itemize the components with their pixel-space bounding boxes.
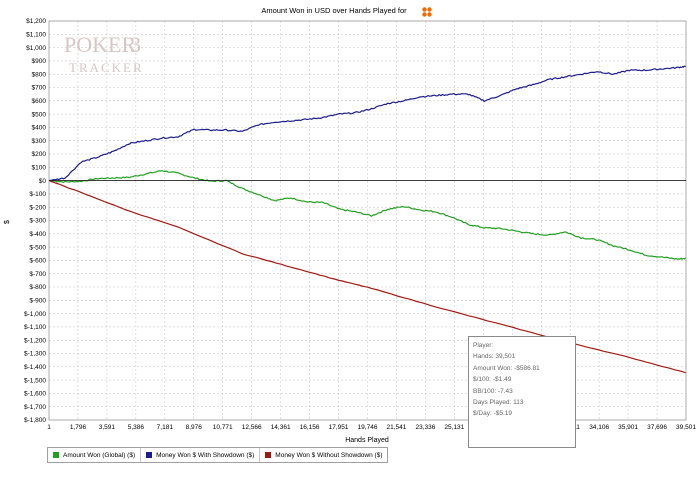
x-tick-label: 16,156 xyxy=(300,424,320,431)
y-tick-label: $700 xyxy=(32,85,47,92)
y-tick-label: $-1,700 xyxy=(24,404,46,411)
x-tick-label: 7,181 xyxy=(157,424,174,431)
x-tick-label: 21,541 xyxy=(387,424,407,431)
x-axis-title: Hands Played xyxy=(345,437,389,444)
tooltip-line: Hands: 39,501 xyxy=(473,353,516,361)
y-tick-label: $0 xyxy=(39,178,47,185)
plot-frame xyxy=(48,20,687,421)
y-tick-label: $-1,000 xyxy=(24,311,46,318)
y-tick-label: $-1,800 xyxy=(24,417,46,424)
y-tick-label: $-1,300 xyxy=(24,351,46,358)
axes: $1,200 $1,100 $1,000 $900 $800 $700 $600 $500 $4… xyxy=(24,18,696,431)
svg-text:3: 3 xyxy=(130,32,141,57)
x-tick-label: 17,951 xyxy=(329,424,349,431)
series-line-1 xyxy=(48,170,687,260)
x-tick-label: 35,901 xyxy=(618,424,638,431)
legend-item-1: Amount Won (Global) ($) xyxy=(48,448,142,462)
y-axis-title: $ xyxy=(4,220,11,224)
y-tick-label: $100 xyxy=(32,165,47,172)
svg-text:TRACKER: TRACKER xyxy=(69,60,144,75)
y-tick-label: $600 xyxy=(32,98,47,105)
legend-swatch xyxy=(53,452,59,458)
tooltip-line: BB/100: -7.43 xyxy=(473,387,513,395)
y-tick-label: $1,100 xyxy=(26,32,46,39)
y-tick-label: $1,200 xyxy=(26,18,46,25)
tooltip-line: Player: xyxy=(473,342,494,349)
tooltip-line: $/Day: -$5.19 xyxy=(473,410,513,418)
x-tick-label: 14,361 xyxy=(271,424,291,431)
x-tick-label: 8,976 xyxy=(186,424,203,431)
x-tick-label: 1 xyxy=(47,424,51,431)
tooltip-line: Days Played: 113 xyxy=(473,399,524,407)
legend-label: Money Won $ Without Showdown ($) xyxy=(275,451,383,459)
y-tick-label: $200 xyxy=(32,151,47,158)
tooltip-line: Amount Won: -$586.81 xyxy=(473,364,540,372)
legend-label: Money Won $ With Showdown ($) xyxy=(156,451,255,459)
grid xyxy=(49,20,686,421)
y-tick-label: $1,000 xyxy=(26,45,46,52)
tooltip-line: $/100: -$1.49 xyxy=(473,376,512,384)
y-tick-label: $-1,400 xyxy=(24,364,46,371)
x-tick-label: 25,131 xyxy=(444,424,464,431)
x-tick-label: 3,591 xyxy=(99,424,116,431)
svg-text:POKER: POKER xyxy=(64,32,136,57)
y-tick-label: $-900 xyxy=(29,298,46,305)
legend-swatch xyxy=(265,452,272,458)
x-tick-label: 37,696 xyxy=(647,424,667,431)
chart-title: Amount Won in USD over Hands Played for xyxy=(261,6,407,15)
y-tick-label: $900 xyxy=(32,58,47,65)
x-tick-label: 12,566 xyxy=(242,424,262,431)
y-tick-label: $-400 xyxy=(29,231,46,238)
y-tick-label: $400 xyxy=(32,125,47,132)
x-tick-label: 5,386 xyxy=(128,424,145,431)
series-line-2 xyxy=(48,65,687,182)
watermark-logo: POKER 3 TRACKER xyxy=(64,32,144,75)
x-tick-label: 39,501 xyxy=(676,424,696,431)
y-tick-label: $-800 xyxy=(29,284,46,291)
y-tick-label: $-300 xyxy=(29,218,46,225)
legend-item-3: Money Won $ Without Showdown ($) xyxy=(260,448,387,462)
y-tick-label: $800 xyxy=(32,71,47,78)
y-tick-label: $500 xyxy=(32,111,47,118)
y-tick-label: $-600 xyxy=(29,258,46,265)
legend-item-2: Money Won $ With Showdown ($) xyxy=(141,448,261,462)
y-tick-label: $-1,600 xyxy=(24,391,46,398)
x-tick-label: 34,106 xyxy=(589,424,609,431)
x-tick-label: 19,746 xyxy=(358,424,378,431)
y-tick-label: $-1,200 xyxy=(24,337,46,344)
x-tick-label: 23,336 xyxy=(415,424,435,431)
y-tick-label: $-700 xyxy=(29,271,46,278)
player-stats-tooltip: Player: Hands: 39,501 Amount Won: -$586.81… xyxy=(468,336,576,448)
y-tick-label: $-1,500 xyxy=(24,377,46,384)
y-tick-label: $-500 xyxy=(29,244,46,251)
title-logo-icon xyxy=(422,7,432,17)
y-tick-label: $-100 xyxy=(29,191,46,198)
chart-legend: Amount Won (Global) ($) Money Won $ With … xyxy=(47,447,389,463)
legend-swatch xyxy=(146,452,153,458)
y-tick-label: $-1,100 xyxy=(24,324,46,331)
x-tick-label: 10,771 xyxy=(213,424,233,431)
y-tick-label: $-200 xyxy=(29,204,46,211)
y-tick-label: $300 xyxy=(32,138,47,145)
legend-label: Amount Won (Global) ($) xyxy=(63,451,136,459)
x-tick-label: 1,796 xyxy=(70,424,87,431)
